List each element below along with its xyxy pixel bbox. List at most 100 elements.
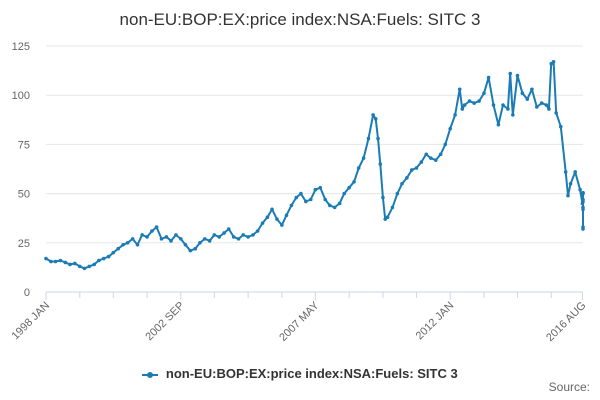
data-point [58, 258, 63, 263]
x-tick-label: 2002 SEP [143, 300, 187, 344]
data-point [342, 191, 347, 196]
x-tick-label: 1998 JAN [9, 300, 52, 343]
data-point [525, 97, 530, 101]
data-point [125, 241, 130, 245]
data-point [260, 221, 265, 225]
data-point [164, 235, 169, 239]
data-point [49, 259, 53, 264]
series-layer [44, 59, 585, 271]
data-point [438, 152, 443, 157]
data-point [121, 242, 125, 247]
data-point [378, 162, 383, 166]
data-point [313, 187, 318, 192]
data-point [448, 126, 452, 131]
y-tick-label: 125 [12, 41, 30, 53]
source-credit[interactable]: Source: [548, 380, 590, 394]
data-point [207, 239, 212, 243]
data-point [241, 233, 245, 237]
data-point [482, 91, 486, 96]
x-tick-label: 2012 JAN [414, 300, 457, 343]
data-point [486, 75, 491, 80]
data-point [414, 166, 419, 170]
data-point [460, 107, 465, 111]
data-point [573, 170, 578, 174]
data-point [373, 117, 378, 121]
y-tick-label: 75 [18, 139, 30, 151]
data-point [472, 101, 476, 105]
data-point [535, 105, 539, 109]
y-tick-label: 25 [18, 238, 30, 250]
data-point [246, 235, 250, 239]
data-point [212, 233, 217, 237]
y-tick-label: 0 [24, 287, 30, 299]
series-line [45, 60, 584, 270]
data-point [453, 113, 457, 117]
data-point [578, 187, 582, 192]
data-point [202, 237, 207, 241]
data-point [318, 185, 323, 190]
data-point [457, 87, 462, 92]
chart-title: non-EU:BOP:EX:price index:NSA:Fuels: SIT… [119, 10, 481, 29]
data-point [520, 91, 525, 96]
data-point [530, 87, 534, 92]
data-point [568, 181, 573, 186]
x-tick-label: 2016 AUG [544, 300, 588, 344]
data-point [275, 217, 279, 221]
data-point [280, 223, 284, 227]
data-point [462, 103, 467, 107]
data-point [356, 166, 361, 170]
data-point [73, 261, 77, 266]
data-point [92, 262, 97, 267]
legend-swatch [142, 370, 159, 380]
data-point [308, 197, 313, 202]
data-point [53, 259, 58, 264]
data-point [188, 248, 193, 253]
data-point [323, 197, 327, 202]
data-point [289, 203, 294, 208]
data-point [328, 203, 332, 208]
y-tick-label: 50 [18, 189, 30, 201]
data-point [544, 103, 549, 107]
legend-label: non-EU:BOP:EX:price index:NSA:Fuels: SIT… [165, 366, 458, 381]
data-point [496, 122, 501, 127]
data-point [424, 152, 429, 157]
data-point [145, 235, 149, 239]
data-point [409, 168, 414, 172]
data-point [352, 179, 356, 184]
data-point [371, 113, 375, 117]
data-point [508, 71, 513, 76]
data-point [429, 156, 433, 160]
data-point [44, 256, 48, 261]
data-point [501, 103, 505, 107]
data-point [366, 136, 371, 141]
data-point [198, 241, 202, 245]
data-point [150, 229, 154, 233]
data-point [337, 201, 342, 206]
legend[interactable]: non-EU:BOP:EX:price index:NSA:Fuels: SIT… [0, 366, 600, 381]
data-point [558, 124, 563, 129]
data-point [130, 237, 135, 241]
data-point [193, 246, 198, 251]
data-point [226, 227, 231, 231]
data-point [491, 103, 496, 107]
data-point [376, 136, 380, 141]
y-axis: 0 25 50 75 100 125 [12, 41, 30, 299]
data-point [547, 107, 551, 111]
gridlines [46, 45, 583, 244]
data-point [179, 237, 183, 241]
data-point [140, 233, 144, 237]
x-axis: 1998 JAN 2002 SEP 2007 MAY 2012 JAN 2016 AUG [9, 291, 589, 344]
data-point [159, 237, 164, 241]
data-point [347, 185, 351, 190]
data-point [551, 59, 556, 64]
data-point [169, 239, 173, 243]
data-point [419, 160, 424, 164]
data-point [63, 260, 68, 265]
data-point [77, 264, 82, 269]
data-point [581, 225, 585, 229]
data-point [154, 225, 159, 229]
data-point [385, 215, 390, 220]
data-point [231, 235, 236, 239]
data-point [284, 213, 289, 218]
data-point [477, 99, 481, 103]
